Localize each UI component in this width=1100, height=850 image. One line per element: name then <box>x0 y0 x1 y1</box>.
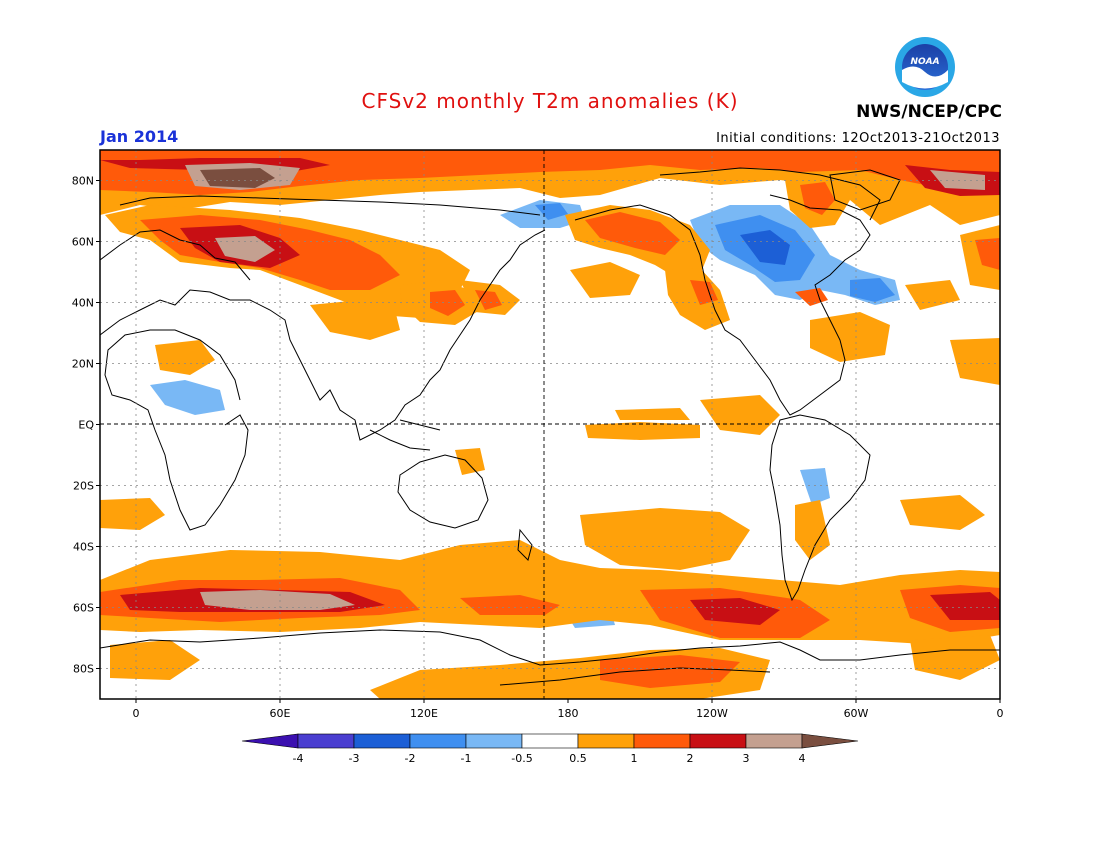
anomaly-spacific <box>580 508 750 570</box>
anomaly-antarctica-w <box>110 640 200 680</box>
noaa-logo-text: NOAA <box>910 57 939 67</box>
anomaly-southern-tan <box>200 590 355 610</box>
anomaly-canada-blue-dark <box>740 230 790 265</box>
anomaly-na-west-orange <box>665 268 730 330</box>
anomaly-greenland-red <box>800 182 835 215</box>
anomaly-southern-red2 <box>460 595 560 615</box>
latitude-labels: 80N 60N 40N 20N EQ 20S 40S 60S 80S <box>72 175 100 676</box>
colorbar-tick-label: 4 <box>799 752 806 765</box>
anomaly-southern-darkred3 <box>930 592 1000 620</box>
colorbar-arrow-low <box>241 733 299 749</box>
anomaly-europe-red <box>975 238 1000 270</box>
anomaly-eurasia-tan <box>215 236 275 262</box>
lat-tick-label: 80N <box>72 175 94 188</box>
coastlines <box>100 167 1000 686</box>
agency-label: NWS/NCEP/CPC <box>856 102 1002 122</box>
lon-tick-label: 180 <box>558 707 579 720</box>
anomaly-bering-red <box>585 212 680 255</box>
anomaly-us-east-red <box>795 288 828 306</box>
lon-tick-label: 60E <box>270 707 291 720</box>
colorbar-tick-label: -4 <box>293 752 304 765</box>
map-title: CFSv2 monthly T2m anomalies (K) <box>361 89 739 113</box>
colorbar-swatch <box>689 733 747 749</box>
anomaly-tropical-pacific <box>585 422 700 440</box>
anomaly-tropical-pacific2 <box>615 408 690 420</box>
anomaly-sa-blue <box>800 468 830 505</box>
lat-tick-label: 20S <box>73 480 94 493</box>
lon-tick-label: 120W <box>696 707 728 720</box>
anomaly-satl <box>900 495 985 530</box>
anomaly-alaska-blue <box>500 200 585 228</box>
colorbar-tick-label: 2 <box>687 752 694 765</box>
colorbar-swatch <box>521 733 579 749</box>
colorbar-swatch <box>353 733 411 749</box>
valid-month-label: Jan 2014 <box>100 127 179 146</box>
lat-tick-label: 60S <box>73 602 94 615</box>
colorbar-swatch <box>577 733 635 749</box>
colorbar-swatch <box>465 733 523 749</box>
lat-tick-label: 40N <box>72 297 94 310</box>
anomaly-australia <box>455 448 485 475</box>
longitude-labels: 0 60E 120E 180 120W 60W 0 <box>133 699 1004 720</box>
anomaly-asia-spots-red <box>430 290 465 316</box>
lat-tick-label: EQ <box>78 419 94 432</box>
colorbar-tick-label: -0.5 <box>511 752 532 765</box>
lat-tick-label: 80S <box>73 663 94 676</box>
anomaly-pacific-orange <box>570 262 640 298</box>
anomaly-natl-orange <box>810 312 890 362</box>
anomaly-sindian <box>100 498 165 530</box>
colorbar-swatch <box>745 733 803 749</box>
anomaly-southern-darkred2 <box>690 598 780 625</box>
anomaly-africa-orange <box>155 340 215 375</box>
anomaly-alaska-blue2 <box>535 203 568 220</box>
map-panel <box>99 149 1001 700</box>
anomaly-arabia-orange <box>950 338 1000 385</box>
noaa-logo: NOAA <box>895 37 955 97</box>
lat-tick-label: 20N <box>72 358 94 371</box>
colorbar-swatch <box>297 733 355 749</box>
colorbar: -4 -3 -2 -1 -0.5 0.5 1 2 3 4 <box>241 733 859 765</box>
anomaly-arctic-tan-e <box>930 170 985 190</box>
initial-conditions-label: Initial conditions: 12Oct2013-21Oct2013 <box>716 131 1000 146</box>
anomaly-china-orange <box>310 300 400 340</box>
colorbar-swatch <box>409 733 467 749</box>
colorbar-tick-label: 1 <box>631 752 638 765</box>
anomaly-sa-south <box>795 500 830 560</box>
anomaly-arctic-red <box>100 150 1000 195</box>
gridlines <box>100 150 1001 699</box>
lon-tick-label: 0 <box>133 707 140 720</box>
colorbar-tick-label: -2 <box>405 752 416 765</box>
lon-tick-label: 120E <box>410 707 438 720</box>
colorbar-arrow-high <box>801 733 859 749</box>
colorbar-swatch <box>633 733 691 749</box>
anomaly-atlantic-blue <box>850 278 895 302</box>
anomaly-central-america <box>700 395 780 435</box>
colorbar-tick-label: -3 <box>349 752 360 765</box>
colorbar-tick-label: 3 <box>743 752 750 765</box>
lon-tick-label: 0 <box>997 707 1004 720</box>
anomaly-arctic-brown <box>200 168 275 188</box>
lat-tick-label: 40S <box>73 541 94 554</box>
anomaly-field <box>100 150 1000 699</box>
anomaly-pacific-nw-red <box>475 290 502 310</box>
anomaly-antarctica-red <box>600 655 740 688</box>
colorbar-tick-label: -1 <box>461 752 472 765</box>
lon-tick-label: 60W <box>844 707 869 720</box>
lat-tick-label: 60N <box>72 236 94 249</box>
anomaly-africa-blue <box>150 380 225 415</box>
colorbar-tick-label: 0.5 <box>569 752 587 765</box>
